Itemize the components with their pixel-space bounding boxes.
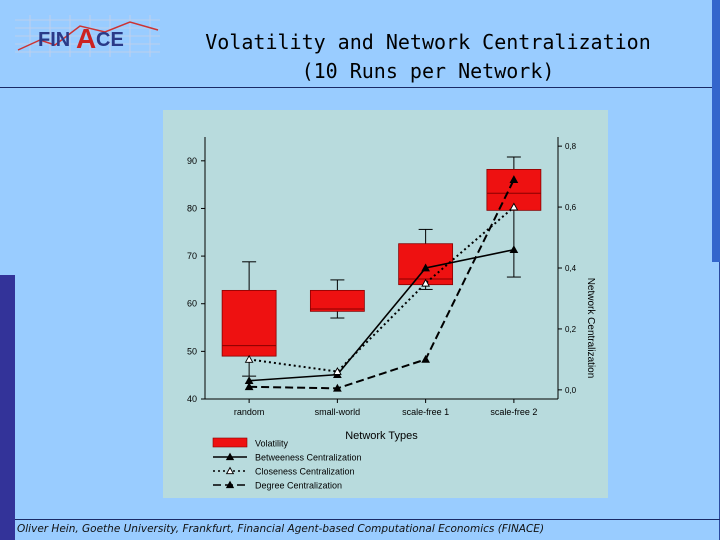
y-left-tick-label: 40 (187, 394, 197, 404)
series-line-solid (249, 248, 515, 382)
y-right-tick-label: 0,4 (565, 264, 577, 273)
x-tick-label: scale-free 2 (490, 407, 537, 417)
series-marker-solid (421, 263, 430, 272)
series-marker-solid (509, 245, 519, 254)
y-left-tick-label: 50 (187, 346, 197, 356)
logo-text-ce: CE (96, 29, 124, 51)
legend-marker-dotted (225, 466, 235, 475)
x-axis-label: Network Types (345, 430, 418, 442)
y-right-axis-label: Network Centralization (585, 278, 596, 379)
volatility-box (221, 289, 277, 357)
series-marker-dotted (421, 278, 430, 287)
series-marker-dotted (244, 354, 254, 363)
legend-label: Volatility (255, 439, 289, 449)
x-tick-label: scale-free 1 (402, 407, 449, 417)
series-marker-dotted (509, 202, 519, 211)
legend-swatch-volatility (212, 437, 248, 448)
slide-title: Volatility and Network Centralization (1… (200, 28, 656, 86)
series-line-dashed (249, 179, 515, 390)
x-tick-label: small-world (315, 407, 361, 417)
x-tick-label: random (234, 407, 265, 417)
legend-label: Closeness Centralization (255, 467, 355, 477)
series-marker-dashed (421, 354, 430, 363)
legend-marker-dashed (225, 480, 235, 489)
logo-text-fin: FIN (38, 29, 70, 51)
y-left-tick-label: 70 (187, 251, 197, 261)
series-marker-dashed (509, 175, 519, 183)
right-accent-bar (712, 0, 720, 262)
series-marker-dotted (333, 367, 342, 375)
finace-logo: FIN A CE (15, 15, 160, 57)
y-left-tick-label: 90 (187, 156, 197, 166)
series-marker-dashed (244, 382, 254, 391)
volatility-box (309, 289, 365, 312)
y-right-tick-label: 0,6 (565, 203, 577, 212)
footer-text: Oliver Hein, Goethe University, Frankfur… (17, 523, 545, 535)
title-line-1: Volatility and Network Centralization (205, 30, 651, 54)
header-divider (0, 87, 720, 88)
y-right-tick-label: 0,8 (565, 142, 577, 151)
footer-divider (15, 519, 720, 520)
logo-text-a: A (76, 23, 96, 54)
y-left-tick-label: 80 (187, 203, 197, 213)
legend-label: Betweeness Centralization (255, 453, 362, 463)
legend-label: Degree Centralization (255, 481, 342, 491)
chart-svg: 40 50 60 70 80 90 0,0 0,2 0,4 0,6 0,8 Network Centr… (163, 110, 608, 498)
legend-marker-solid (225, 452, 235, 461)
title-line-2: (10 Runs per Network) (301, 59, 555, 83)
y-right-tick-label: 0,0 (565, 386, 577, 395)
y-left-tick-label: 60 (187, 299, 197, 309)
left-accent-bar (0, 275, 15, 540)
y-right-tick-label: 0,2 (565, 325, 577, 334)
series-marker-dashed (333, 383, 342, 392)
volatility-chart: 40 50 60 70 80 90 0,0 0,2 0,4 0,6 0,8 Network Centr… (163, 110, 608, 498)
series-line-dotted (248, 206, 515, 373)
